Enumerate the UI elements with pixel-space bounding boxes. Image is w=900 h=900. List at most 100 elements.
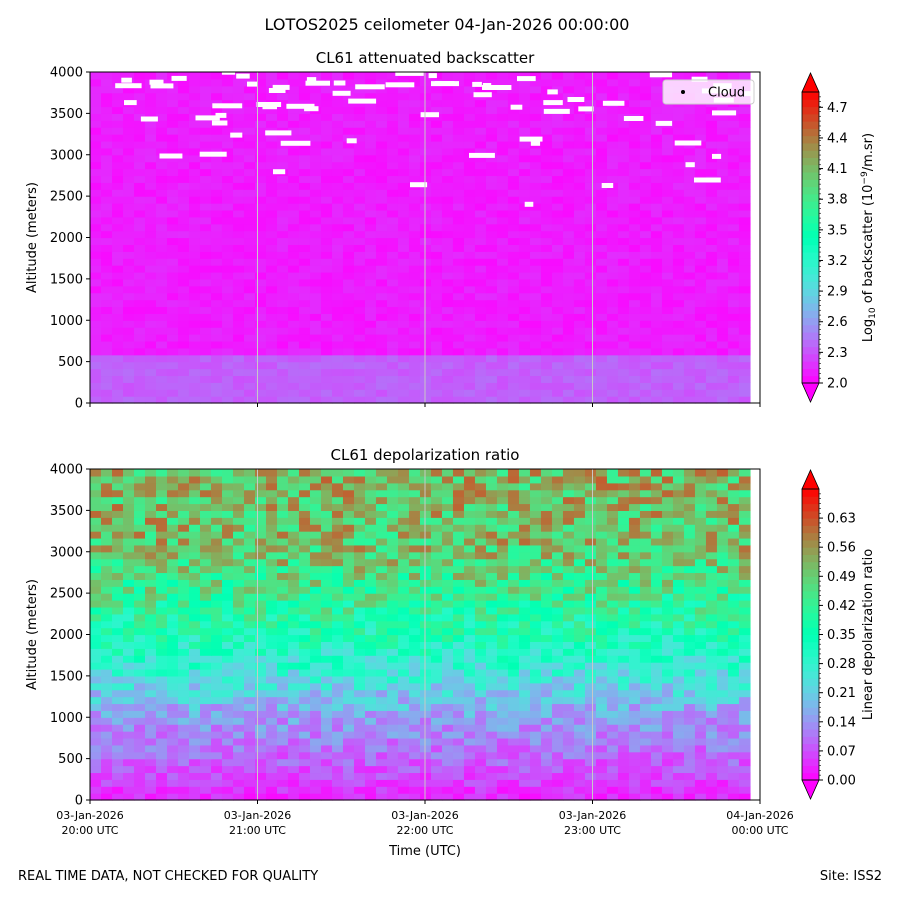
heatmap-cell — [112, 579, 124, 587]
heatmap-cell — [738, 703, 751, 711]
heatmap-cell — [540, 620, 553, 629]
heatmap-cell — [156, 593, 168, 601]
heatmap-cell — [452, 313, 465, 321]
heatmap-cell — [112, 271, 124, 280]
heatmap-cell — [628, 675, 641, 684]
heatmap-cell — [243, 396, 256, 404]
heatmap-cell — [738, 779, 751, 787]
heatmap-cell — [101, 731, 113, 739]
heatmap-cell — [112, 140, 124, 149]
heatmap-cell — [551, 731, 564, 739]
heatmap-cell — [584, 168, 597, 177]
heatmap-cell — [694, 258, 707, 266]
heatmap-cell — [320, 230, 333, 239]
heatmap-cell — [145, 600, 157, 608]
heatmap-cell — [441, 244, 454, 252]
heatmap-cell — [112, 306, 124, 314]
heatmap-cell — [496, 751, 509, 760]
heatmap-cell — [408, 209, 421, 218]
heatmap-cell — [595, 655, 608, 663]
heatmap-cell — [145, 92, 157, 101]
heatmap-cell — [375, 127, 388, 135]
heatmap-cell — [474, 354, 487, 363]
heatmap-cell — [90, 285, 102, 294]
heatmap-cell — [364, 354, 377, 363]
heatmap-cell — [254, 751, 267, 760]
heatmap-cell — [617, 744, 630, 753]
heatmap-cell — [617, 641, 630, 649]
heatmap-cell — [331, 744, 344, 753]
heatmap-cell — [156, 334, 168, 342]
heatmap-cell — [397, 147, 410, 156]
heatmap-cell — [221, 292, 234, 301]
heatmap-cell — [156, 278, 168, 287]
heatmap-cell — [156, 668, 168, 677]
heatmap-cell — [573, 744, 586, 753]
heatmap-cell — [485, 313, 498, 321]
heatmap-cell — [320, 203, 333, 211]
heatmap-cell — [276, 244, 289, 252]
heatmap-cell — [353, 641, 366, 649]
heatmap-cell — [386, 347, 399, 356]
heatmap-cell — [364, 606, 377, 615]
heatmap-cell — [90, 78, 102, 87]
colorbar-band — [802, 121, 819, 129]
heatmap-cell — [276, 675, 289, 684]
heatmap-cell — [463, 230, 476, 239]
heatmap-cell — [551, 382, 564, 390]
heatmap-cell — [309, 223, 322, 232]
heatmap-cell — [485, 285, 498, 294]
heatmap-cell — [112, 382, 124, 390]
heatmap-cell — [177, 744, 190, 753]
heatmap-cell — [551, 285, 564, 294]
heatmap-cell — [199, 203, 212, 211]
heatmap-cell — [112, 786, 124, 794]
heatmap-cell — [496, 593, 509, 601]
heatmap-cell — [287, 586, 300, 594]
heatmap-cell — [364, 689, 377, 698]
cloud-gap — [199, 151, 227, 157]
heatmap-cell — [320, 251, 333, 259]
heatmap-cell — [408, 85, 421, 94]
heatmap-cell — [320, 306, 333, 314]
heatmap-cell — [397, 634, 410, 642]
heatmap-cell — [232, 285, 245, 294]
heatmap-cell — [221, 168, 234, 177]
heatmap-cell — [595, 786, 608, 794]
heatmap-cell — [166, 347, 179, 356]
heatmap-cell — [265, 354, 278, 363]
heatmap-cell — [738, 389, 751, 397]
colorbar-band — [802, 113, 819, 122]
heatmap-cell — [529, 154, 542, 163]
heatmap-cell — [518, 662, 531, 670]
heatmap-cell — [419, 717, 432, 725]
heatmap-cell — [496, 244, 509, 252]
heatmap-cell — [232, 354, 245, 363]
heatmap-cell — [112, 299, 124, 308]
heatmap-cell — [650, 306, 663, 314]
heatmap-cell — [595, 292, 608, 301]
heatmap-cell — [485, 717, 498, 725]
heatmap-cell — [441, 675, 454, 684]
heatmap-cell — [134, 648, 146, 656]
heatmap-cell — [529, 230, 542, 239]
heatmap-cell — [320, 147, 333, 156]
heatmap-cell — [320, 731, 333, 739]
heatmap-cell — [232, 237, 245, 245]
heatmap-cell — [716, 627, 729, 636]
heatmap-cell — [430, 606, 443, 615]
heatmap-cell — [540, 340, 553, 349]
heatmap-cell — [694, 772, 707, 780]
heatmap-cell — [672, 154, 685, 163]
heatmap-cell — [101, 703, 113, 711]
heatmap-cell — [518, 182, 531, 190]
heatmap-cell — [474, 72, 487, 80]
heatmap-cell — [518, 127, 531, 135]
heatmap-cell — [188, 744, 201, 753]
heatmap-cell — [232, 258, 245, 266]
heatmap-cell — [232, 313, 245, 321]
heatmap-cell — [595, 375, 608, 383]
heatmap-cell — [463, 237, 476, 245]
heatmap-cell — [254, 203, 267, 211]
heatmap-cell — [529, 72, 542, 80]
